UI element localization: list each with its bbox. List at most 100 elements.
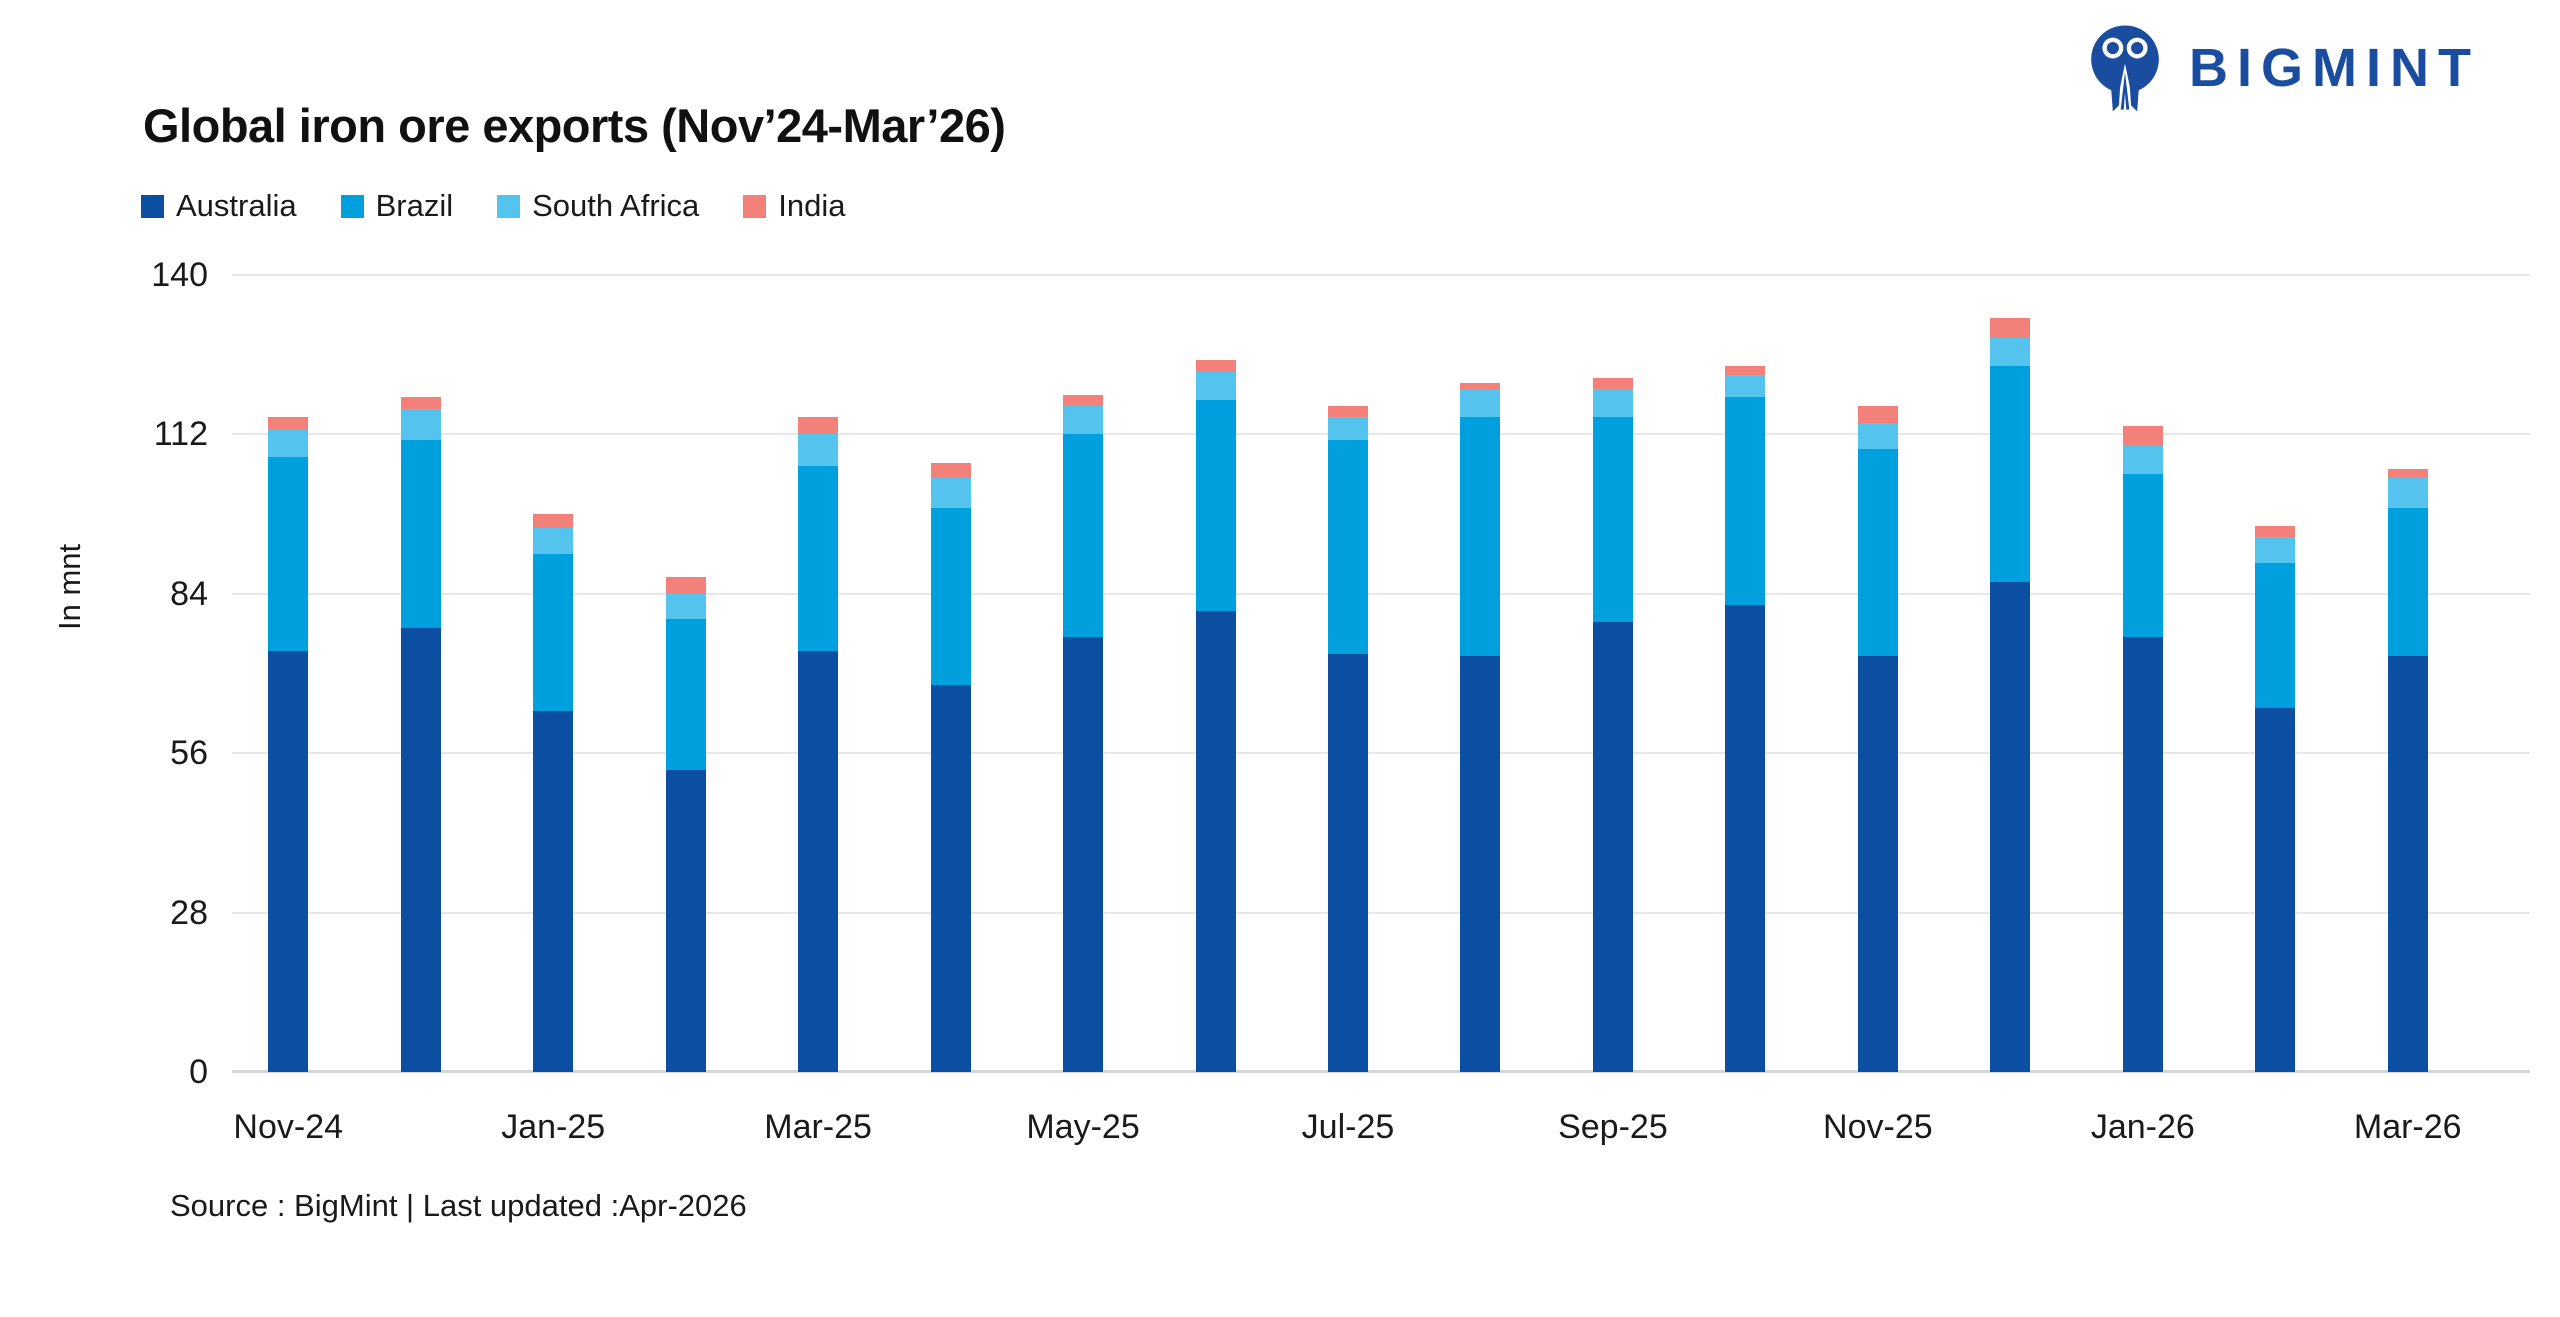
bar-segment-india [1063, 394, 1104, 406]
bar-segment-india [798, 417, 839, 435]
legend-item-australia: Australia [141, 188, 297, 224]
gridline-y-56 [232, 752, 2530, 755]
bar-segment-south-africa [1725, 374, 1766, 398]
y-tick-label-28: 28 [170, 893, 208, 932]
bar-segment-australia [1063, 636, 1104, 1072]
gridline-y-0 [232, 1070, 2530, 1073]
bar-segment-india [930, 462, 971, 478]
bar-column-jan-26 [2077, 275, 2209, 1072]
bar-stack-mar-25 [798, 417, 839, 1072]
bar-segment-india [2122, 425, 2163, 446]
bar-segment-india [1195, 360, 1236, 372]
bar-segment-south-africa [1460, 388, 1501, 418]
bar-stack-nov-24 [268, 417, 309, 1072]
bar-segment-brazil [1990, 366, 2031, 583]
bar-segment-brazil [1327, 440, 1368, 654]
bar-segment-south-africa [1592, 388, 1633, 418]
bar-segment-brazil [798, 465, 839, 651]
y-tick-label-56: 56 [170, 734, 208, 773]
bar-segment-south-africa [1990, 337, 2031, 367]
x-tick-label-jun-25 [1149, 1108, 1281, 1147]
bar-segment-india [1460, 383, 1501, 389]
bar-segment-south-africa [2122, 445, 2163, 475]
bar-segment-australia [1725, 605, 1766, 1072]
bar-segment-australia [1460, 656, 1501, 1072]
bar-column-jan-25 [487, 275, 619, 1072]
bar-series-container [222, 275, 2474, 1072]
bar-column-mar-26 [2342, 275, 2474, 1072]
bar-stack-aug-25 [1460, 383, 1501, 1072]
bar-column-mar-25 [752, 275, 884, 1072]
bar-segment-south-africa [533, 528, 574, 554]
bar-segment-australia [2387, 656, 2428, 1072]
source-note: Source : BigMint | Last updated :Apr-202… [170, 1188, 747, 1223]
bar-segment-south-africa [798, 434, 839, 466]
bar-segment-brazil [665, 619, 706, 771]
bar-column-feb-26 [2209, 275, 2341, 1072]
y-axis-title: In mnt [52, 543, 87, 630]
x-tick-label-jan-25: Jan-25 [501, 1108, 606, 1146]
y-axis-ticks: 0 28 56 84 112 140 [0, 256, 208, 1091]
legend-swatch-india [743, 194, 767, 218]
x-tick-label-mar-25: Mar-25 [764, 1108, 872, 1146]
bar-column-aug-25 [1414, 275, 1546, 1072]
y-tick-label-112: 112 [153, 415, 208, 454]
bar-segment-australia [1990, 582, 2031, 1072]
bar-segment-australia [1327, 653, 1368, 1072]
bar-segment-india [1990, 317, 2031, 338]
x-tick-label-may-25: May-25 [1026, 1108, 1140, 1146]
x-tick-label-apr-25 [884, 1108, 1016, 1147]
bar-stack-oct-25 [1725, 366, 1766, 1072]
bar-column-oct-25 [1679, 275, 1811, 1072]
x-tick-label-oct-25 [1679, 1108, 1811, 1147]
bar-segment-brazil [268, 457, 309, 651]
bar-stack-mar-26 [2387, 468, 2428, 1072]
bar-stack-jul-25 [1327, 405, 1368, 1072]
x-tick-label-dec-25 [1944, 1108, 2076, 1147]
x-tick-label-nov-25: Nov-25 [1823, 1108, 1933, 1146]
bar-segment-australia [1592, 622, 1633, 1072]
legend-item-india: India [743, 188, 846, 224]
bar-segment-south-africa [1195, 371, 1236, 401]
bar-column-sep-25 [1547, 275, 1679, 1072]
x-tick-label-feb-26 [2209, 1108, 2341, 1147]
bar-segment-brazil [2387, 508, 2428, 657]
bar-stack-dec-24 [400, 397, 441, 1072]
bar-segment-australia [930, 684, 971, 1072]
bar-stack-apr-25 [930, 462, 971, 1072]
bar-column-dec-24 [354, 275, 486, 1072]
x-tick-label-dec-24 [354, 1108, 486, 1147]
bar-segment-india [1327, 405, 1368, 418]
bar-segment-brazil [400, 440, 441, 628]
bar-stack-jun-25 [1195, 360, 1236, 1072]
bar-column-nov-25 [1812, 275, 1944, 1072]
bar-segment-australia [798, 650, 839, 1072]
x-tick-label-aug-25 [1414, 1108, 1546, 1147]
legend: Australia Brazil South Africa India [141, 188, 846, 224]
bar-stack-feb-26 [2255, 525, 2296, 1072]
gridline-y-28 [232, 911, 2530, 914]
bar-segment-australia [400, 627, 441, 1072]
bar-segment-india [1592, 377, 1633, 389]
bar-stack-dec-25 [1990, 317, 2031, 1072]
bar-stack-feb-25 [665, 576, 706, 1072]
bar-segment-india [1857, 405, 1898, 424]
x-tick-label-jan-26: Jan-26 [2090, 1108, 2195, 1146]
bar-column-dec-25 [1944, 275, 2076, 1072]
x-tick-label-nov-24: Nov-24 [233, 1108, 344, 1146]
legend-swatch-south-africa [497, 194, 521, 218]
legend-swatch-australia [141, 194, 164, 218]
bar-column-jul-25 [1282, 275, 1414, 1072]
bar-segment-australia [2255, 707, 2296, 1072]
bar-segment-australia [1857, 656, 1898, 1072]
bar-segment-south-africa [1327, 417, 1368, 441]
legend-label: India [778, 188, 846, 223]
plot-area [222, 274, 2530, 1073]
chart-title: Global iron ore exports (Nov’24-Mar’26) [143, 99, 1006, 152]
bar-column-apr-25 [884, 275, 1016, 1072]
legend-label: South Africa [532, 188, 700, 223]
legend-label: Brazil [375, 188, 454, 223]
bar-segment-south-africa [1063, 405, 1104, 435]
y-tick-label-0: 0 [189, 1053, 208, 1091]
